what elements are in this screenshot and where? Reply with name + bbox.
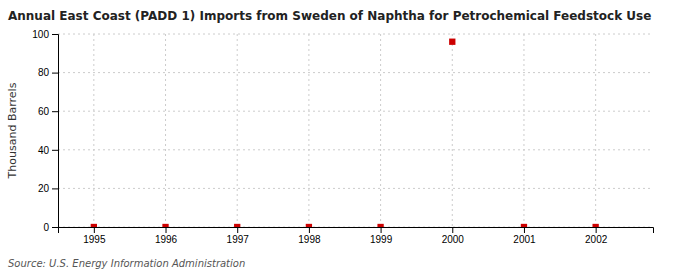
tick: 20	[38, 183, 58, 194]
tick-label: 1998	[298, 234, 321, 245]
point	[306, 224, 312, 227]
tick: 2001	[513, 227, 536, 245]
point	[592, 224, 598, 227]
grid-line	[58, 188, 653, 189]
tick: 0	[43, 222, 58, 233]
grid-line	[237, 34, 238, 227]
point	[162, 224, 168, 227]
grid-line	[380, 34, 381, 227]
grid-line	[58, 34, 653, 35]
tick-mark	[52, 34, 58, 35]
grid-line	[58, 111, 653, 112]
tick: 80	[38, 67, 58, 78]
tick: 60	[38, 106, 58, 117]
tick-label: 40	[38, 145, 50, 156]
y-label: Thousand Barrels	[6, 82, 19, 179]
tick-mark	[309, 227, 310, 233]
chart: 1995 1996 1997 1998 1999 2000 2001 2002 0 20 40 60 8…	[0, 0, 675, 275]
point	[91, 224, 97, 227]
tick-label: 1999	[370, 234, 393, 245]
grid-line	[452, 34, 453, 227]
axis-line	[52, 35, 59, 228]
title: Annual East Coast (PADD 1) Imports from …	[8, 9, 651, 23]
tick: 1997	[227, 227, 250, 245]
point	[521, 224, 527, 227]
tick-label: 100	[32, 29, 49, 40]
tick-label: 1996	[155, 234, 178, 245]
tick-label: 1995	[83, 234, 106, 245]
tick-label: 80	[38, 67, 50, 78]
tick-mark	[94, 227, 95, 233]
tick-label: 2002	[585, 234, 608, 245]
tick-mark	[381, 227, 382, 233]
points	[91, 39, 599, 227]
tick-mark	[52, 73, 58, 74]
tick-mark	[237, 227, 238, 233]
tick-label: 1997	[227, 234, 250, 245]
tick-label: 2001	[513, 234, 536, 245]
tick: 1999	[370, 227, 393, 245]
grid-line	[595, 34, 596, 227]
tick-mark	[52, 227, 58, 228]
tick-mark	[52, 150, 58, 151]
point	[234, 224, 240, 227]
tick-mark	[166, 227, 167, 233]
grid-line	[523, 34, 524, 227]
grid-line	[58, 149, 653, 150]
tick-label: 20	[38, 183, 50, 194]
tick-label: 60	[38, 106, 50, 117]
tick-mark	[596, 227, 597, 233]
point	[377, 224, 383, 227]
tick-mark	[52, 111, 58, 112]
grid-line	[58, 72, 653, 73]
point	[449, 39, 455, 45]
tick-mark	[52, 188, 58, 189]
tick-mark	[452, 227, 453, 233]
tick: 1998	[298, 227, 321, 245]
grid	[58, 34, 653, 227]
tick: 40	[38, 145, 58, 156]
tick: 1995	[83, 227, 106, 245]
tick: 100	[32, 29, 58, 40]
grid-line	[93, 34, 94, 227]
grid-line	[308, 34, 309, 227]
tick: 1996	[155, 227, 178, 245]
tick-label: 0	[43, 222, 49, 233]
tick-label: 2000	[442, 234, 465, 245]
source-note: Source: U.S. Energy Information Administ…	[8, 258, 245, 269]
axis-line	[59, 228, 654, 234]
y-axis: 0 20 40 60 80 100	[32, 29, 58, 233]
tick-mark	[524, 227, 525, 233]
plot: 1995 1996 1997 1998 1999 2000 2001 2002 0 20 40 60 8…	[32, 29, 653, 245]
tick: 2000	[442, 227, 465, 245]
grid-line	[165, 34, 166, 227]
tick: 2002	[585, 227, 608, 245]
x-axis: 1995 1996 1997 1998 1999 2000 2001 2002	[59, 227, 654, 245]
